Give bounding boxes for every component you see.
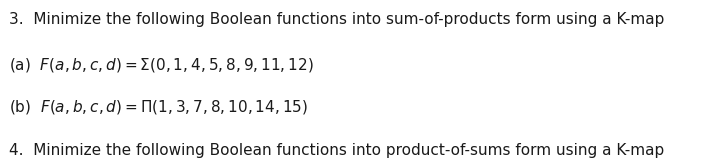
- Text: 4.  Minimize the following Boolean functions into product-of-sums form using a K: 4. Minimize the following Boolean functi…: [9, 143, 664, 158]
- Text: (a)  $F(a, b, c, d) = \Sigma(0, 1, 4, 5, 8, 9, 11, 12)$: (a) $F(a, b, c, d) = \Sigma(0, 1, 4, 5, …: [9, 56, 313, 74]
- Text: 3.  Minimize the following Boolean functions into sum-of-products form using a K: 3. Minimize the following Boolean functi…: [9, 12, 664, 27]
- Text: (b)  $F(a, b, c, d) = \Pi(1, 3, 7, 8, 10, 14, 15)$: (b) $F(a, b, c, d) = \Pi(1, 3, 7, 8, 10,…: [9, 98, 307, 116]
